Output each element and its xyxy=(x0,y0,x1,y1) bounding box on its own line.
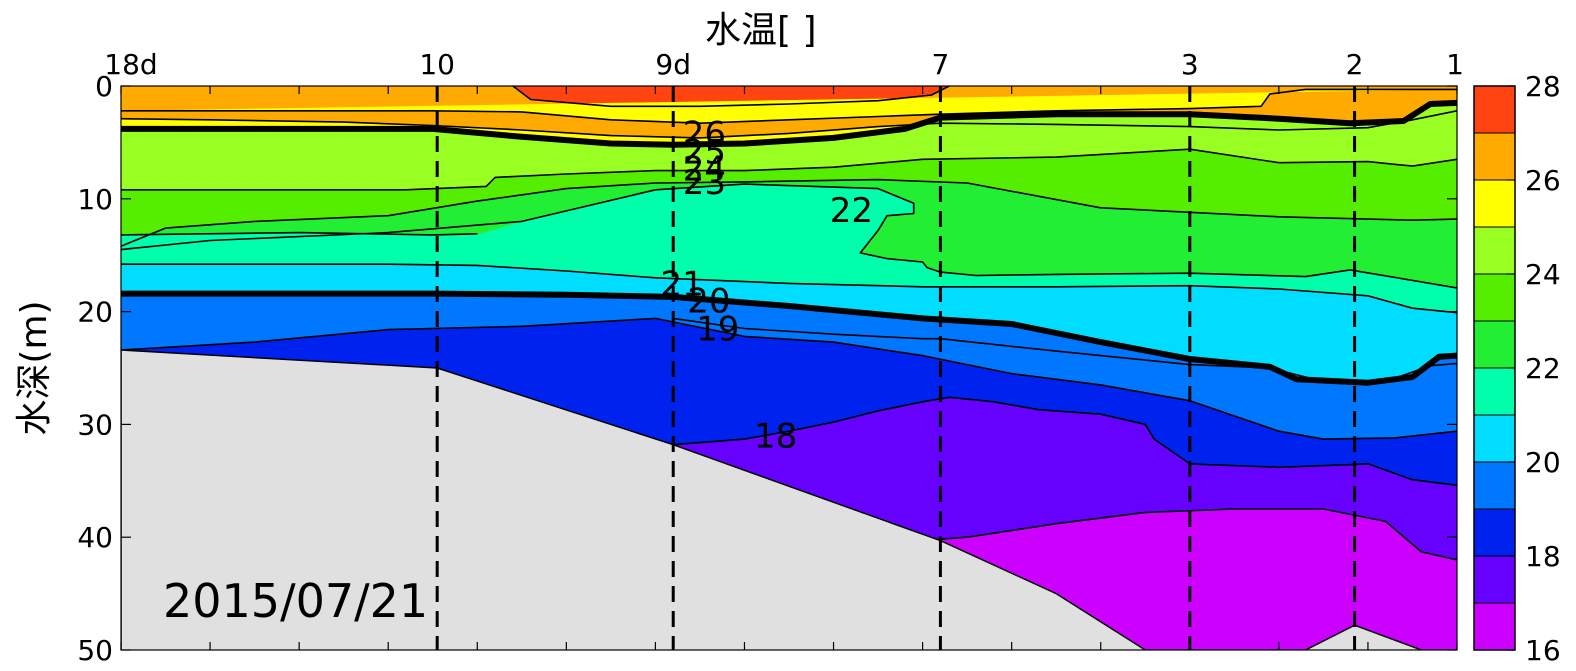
colorbar-tick-label: 24 xyxy=(1525,258,1561,291)
station-label: 7 xyxy=(931,48,949,81)
y-axis-label: 水深(m) xyxy=(14,300,55,435)
plot-area xyxy=(121,86,1457,650)
station-label: 10 xyxy=(419,48,455,81)
contour-label: 18 xyxy=(754,417,797,457)
contour-line-20 xyxy=(673,317,1457,383)
contour-line-18 xyxy=(673,396,1457,487)
colorbar-tick-label: 18 xyxy=(1525,540,1561,573)
colorbar-swatch xyxy=(1473,508,1516,557)
station-label: 2 xyxy=(1346,48,1364,81)
contour-line-26 xyxy=(121,99,1457,148)
contour-line-17 xyxy=(860,508,1457,561)
colorbar: 16 18 20 22 24 26 28 xyxy=(1473,70,1561,667)
colorbar-swatch xyxy=(1473,226,1516,275)
colorbar-swatch xyxy=(1473,367,1516,416)
station-label: 3 xyxy=(1181,48,1199,81)
contour-line-22b xyxy=(121,183,1457,289)
colorbar-swatch xyxy=(1473,320,1516,369)
contour-label: 19 xyxy=(696,310,739,350)
y-tick-label: 40 xyxy=(77,521,113,554)
colorbar-tick-label: 20 xyxy=(1525,446,1561,479)
bottom-ticks xyxy=(120,642,1458,650)
contour-line-19 xyxy=(121,317,1457,440)
y-tick-label: 30 xyxy=(77,408,113,441)
station-label: 18d xyxy=(104,48,157,81)
y-tick-label: 10 xyxy=(77,183,113,216)
contour-label: 20 xyxy=(687,281,730,321)
colorbar-swatch xyxy=(1473,461,1516,510)
plot-frame xyxy=(120,85,1458,651)
colorbar-swatch xyxy=(1473,414,1516,463)
colorbar-tick-label: 26 xyxy=(1525,164,1561,197)
depth-axis: 0 10 20 30 40 50 xyxy=(77,70,1457,667)
colorbar-tick-label: 22 xyxy=(1525,352,1561,385)
y-tick-label: 20 xyxy=(77,296,113,329)
contour-line-25 xyxy=(121,110,1457,139)
station-label: 1 xyxy=(1446,48,1464,81)
contour-line-21b xyxy=(121,263,1457,314)
contour-label: 26 xyxy=(683,114,726,154)
colorbar-swatch xyxy=(1473,555,1516,604)
contour-line-26b xyxy=(121,88,1457,124)
y-tick-label: 0 xyxy=(95,70,113,103)
y-tick-label: 50 xyxy=(77,634,113,667)
station-lines xyxy=(435,86,1357,650)
colorbar-swatch xyxy=(1473,273,1516,322)
colorbar-swatch xyxy=(1473,132,1516,181)
station-axis: 18d 10 9d 7 3 2 1 xyxy=(104,48,1464,94)
colorbar-tick-label: 28 xyxy=(1525,70,1561,103)
colorbar-swatch xyxy=(1473,179,1516,228)
contour-label: 22 xyxy=(830,191,873,231)
fill-band-25b xyxy=(121,89,1457,124)
contour-line-21 xyxy=(121,290,1457,386)
contour-line-24 xyxy=(121,148,1457,191)
contour-line-23 xyxy=(121,178,1457,247)
contour-lines xyxy=(121,86,1457,561)
station-label: 9d xyxy=(655,48,691,81)
date-label: 2015/07/21 xyxy=(163,574,428,628)
contour-line-22 xyxy=(121,231,478,236)
colorbar-tick-label: 16 xyxy=(1525,634,1561,667)
contour-label: 21 xyxy=(660,264,703,304)
contour-label: 23 xyxy=(683,163,726,203)
colorbar-swatch xyxy=(1473,602,1516,651)
contour-line-27 xyxy=(512,86,950,108)
colorbar-swatch xyxy=(1473,85,1516,134)
contour-label: 24 xyxy=(683,149,726,189)
contour-label: 25 xyxy=(683,132,726,172)
chart-title: 水温[ ] xyxy=(705,10,817,51)
